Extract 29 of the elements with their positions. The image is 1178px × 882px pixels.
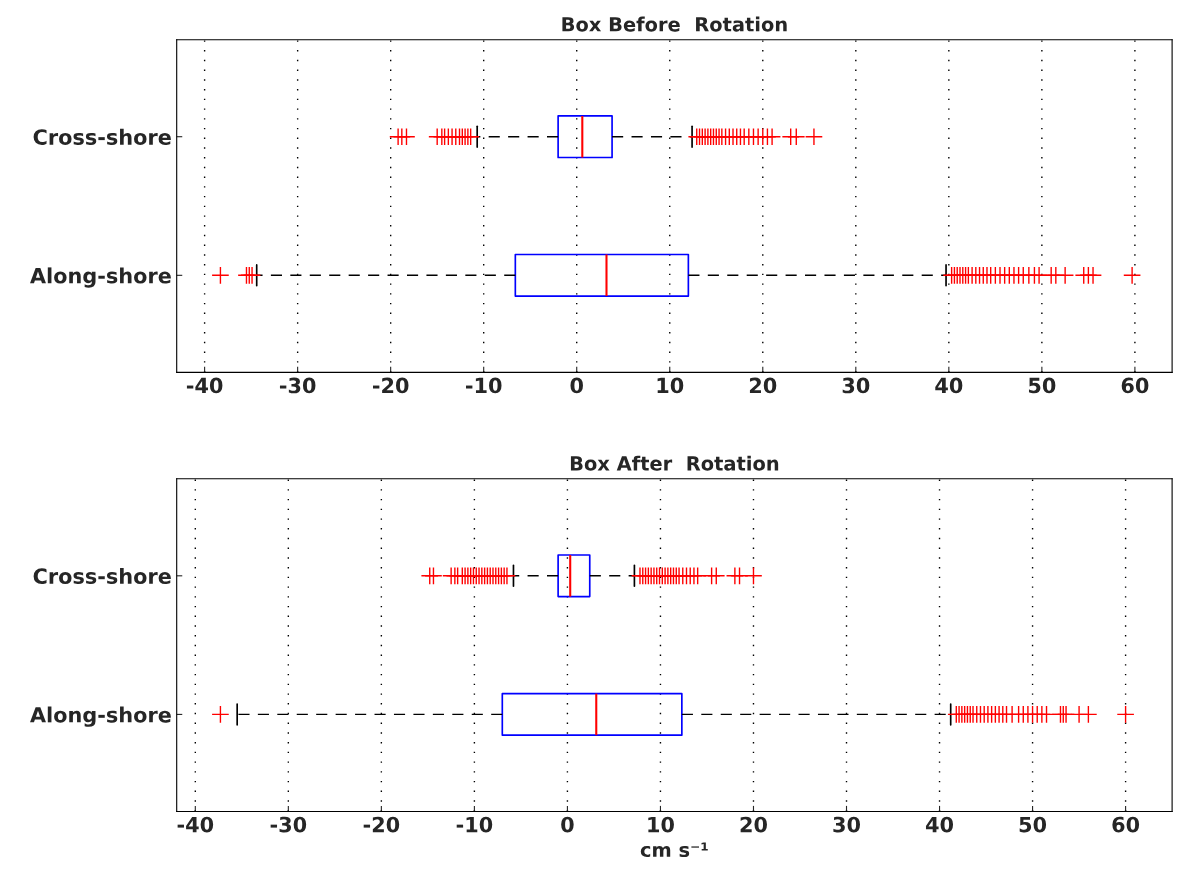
x-tick-label: -30 bbox=[279, 377, 316, 394]
x-tick-label: 0 bbox=[570, 377, 583, 394]
x-tick-label: -40 bbox=[186, 377, 223, 394]
y-tick-label: Cross-shore bbox=[33, 567, 171, 585]
x-tick-label: 50 bbox=[1019, 816, 1047, 833]
x-tick-label: -10 bbox=[456, 816, 493, 833]
x-tick-label: 10 bbox=[648, 816, 674, 833]
chart-title: Box Before Rotation bbox=[562, 16, 787, 32]
x-tick-label: 30 bbox=[842, 377, 870, 394]
x-tick-label: -10 bbox=[466, 377, 502, 394]
x-tick-label: 40 bbox=[925, 816, 954, 833]
chart-title: Box After Rotation bbox=[570, 455, 779, 471]
x-tick-label: 10 bbox=[657, 377, 684, 394]
x-tick-label: 0 bbox=[561, 816, 574, 833]
y-tick-label: Cross-shore bbox=[33, 128, 171, 145]
x-tick-label: 20 bbox=[740, 816, 767, 833]
x-tick-label: 20 bbox=[749, 377, 777, 394]
x-tick-label: 60 bbox=[1112, 816, 1140, 833]
y-tick-label: Along-shore bbox=[30, 706, 171, 727]
x-tick-label: -20 bbox=[363, 816, 400, 833]
x-axis-title: cm s⁻¹ bbox=[640, 842, 708, 858]
x-tick-label: 60 bbox=[1121, 377, 1149, 394]
x-tick-label: -30 bbox=[270, 816, 307, 833]
x-tick-label: -40 bbox=[177, 816, 214, 833]
x-tick-label: 30 bbox=[833, 816, 861, 833]
x-tick-label: 40 bbox=[935, 377, 963, 394]
y-tick-label: Along-shore bbox=[30, 267, 171, 288]
x-tick-label: -20 bbox=[372, 377, 409, 394]
x-tick-label: 50 bbox=[1028, 377, 1056, 394]
